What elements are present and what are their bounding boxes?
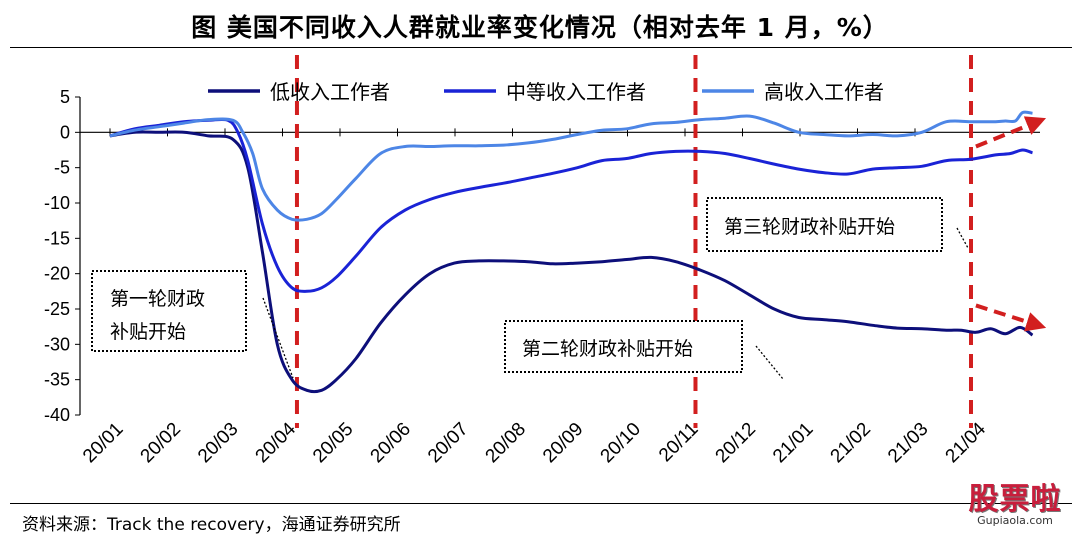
- annotation-text: 补贴开始: [110, 321, 186, 343]
- x-tick-label: 20/08: [482, 419, 530, 467]
- y-tick-label: 0: [60, 122, 70, 142]
- annotation-pointer: [755, 345, 784, 380]
- y-tick-label: -30: [44, 334, 70, 354]
- trend-arrow: [975, 116, 1047, 149]
- annotation-text: 第三轮财政补贴开始: [724, 216, 895, 238]
- title-rule: [10, 47, 1072, 48]
- watermark-text: 股票啦: [968, 482, 1062, 517]
- series-line: [109, 130, 1034, 394]
- series-line: [109, 110, 1033, 222]
- x-tick-label: 20/10: [597, 419, 645, 467]
- x-tick-label: 21/01: [769, 419, 817, 467]
- y-tick-label: -10: [44, 193, 70, 213]
- annotation-box: [504, 320, 743, 373]
- trend-arrow: [975, 303, 1047, 332]
- line-chart: 5 0 -5 -10 -15 -20 -25 -30 -35 -40 20/01 20/02 20/03…: [44, 55, 1047, 467]
- chart-title: 图 美国不同收入人群就业率变化情况（相对去年 1 月，%）: [191, 13, 889, 42]
- x-tick-label: 20/06: [367, 419, 415, 467]
- annotation-box: [91, 270, 247, 352]
- x-tick-label: 21/02: [827, 419, 875, 467]
- y-tick-label: -15: [44, 228, 70, 248]
- annotation-text: 第一轮财政: [110, 288, 205, 310]
- legend-label: 低收入工作者: [270, 80, 390, 104]
- x-tick-label: 20/05: [309, 419, 357, 467]
- watermark-logo: 股票啦 Gupiaola.com: [960, 474, 1070, 527]
- x-tick-label: 20/02: [137, 419, 185, 467]
- x-tick-label: 20/01: [79, 419, 127, 467]
- x-tick-label: 21/04: [942, 418, 991, 467]
- y-tick-label: -35: [44, 370, 70, 390]
- y-tick-label: -25: [44, 299, 70, 319]
- y-tick-label: -5: [54, 158, 70, 178]
- source-rule: [10, 503, 1072, 504]
- x-tick-label: 20/03: [194, 419, 242, 467]
- x-tick-label: 20/07: [424, 419, 472, 467]
- annotation-box: [706, 197, 943, 252]
- annotation-pointer: [262, 297, 294, 379]
- watermark-url: Gupiaola.com: [977, 514, 1053, 527]
- source-note: 资料来源：Track the recovery，海通证券研究所: [22, 515, 401, 535]
- annotation-pointer: [956, 227, 969, 249]
- x-tick-label: 21/03: [884, 419, 932, 467]
- y-tick-label: 5: [60, 87, 70, 107]
- series-line: [109, 117, 1033, 293]
- x-tick-label: 20/12: [712, 419, 760, 467]
- x-tick-label: 20/09: [539, 419, 587, 467]
- x-tick-label: 20/04: [252, 418, 301, 467]
- y-tick-label: -20: [44, 264, 70, 284]
- legend-label: 高收入工作者: [764, 80, 884, 104]
- y-tick-label: -40: [44, 405, 70, 425]
- annotation-text: 第二轮财政补贴开始: [522, 338, 693, 360]
- legend-label: 中等收入工作者: [506, 80, 646, 104]
